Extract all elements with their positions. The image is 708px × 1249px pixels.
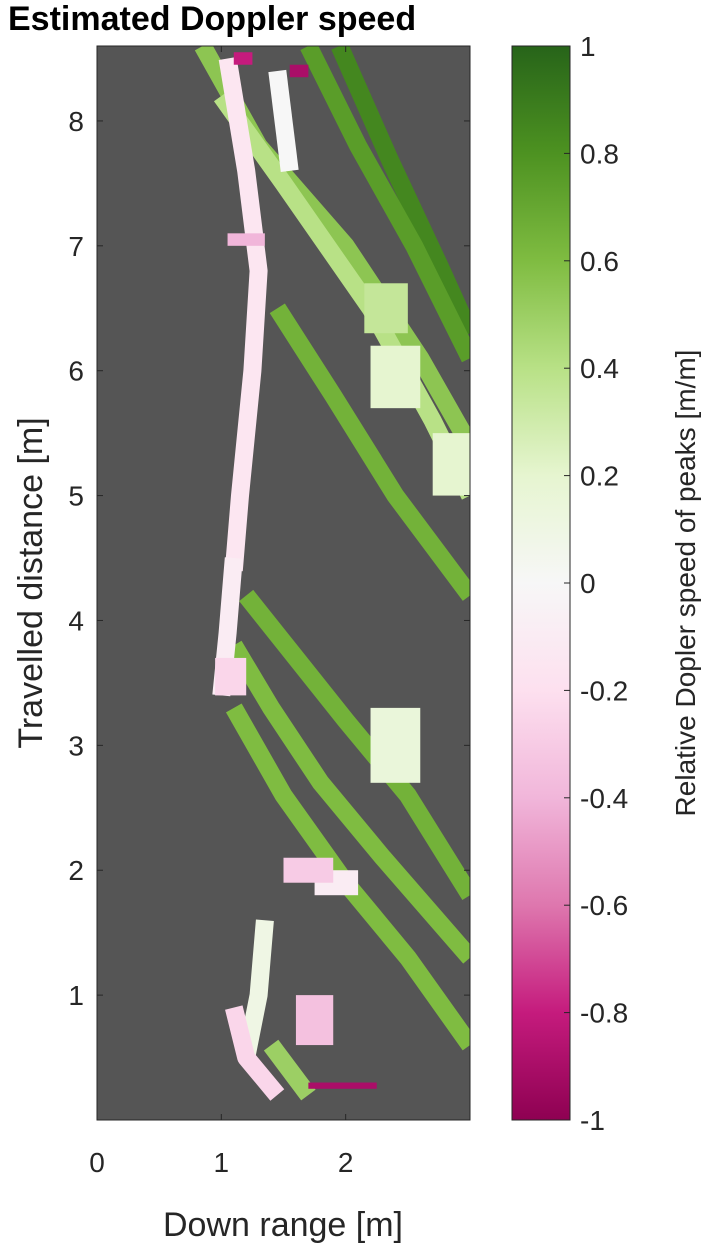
doppler-track-13 xyxy=(263,1039,316,1101)
y-axis: 1 2 3 4 5 6 7 8 xyxy=(68,106,470,1011)
doppler-track-8 xyxy=(218,57,268,572)
colorbar-tick-label-1: 0.8 xyxy=(580,138,619,169)
colorbar-tick-label-6: -0.2 xyxy=(580,675,628,706)
doppler-track-11 xyxy=(237,919,274,1060)
doppler-tracks xyxy=(194,46,470,1101)
doppler-patch-5 xyxy=(227,233,265,246)
colorbar-axis: 1 0.8 0.6 0.4 0.2 0 -0.2 -0.4 -0.6 -0.8 -1 xyxy=(564,31,628,1136)
colorbar-tick-label-8: -0.6 xyxy=(580,890,628,921)
y-tick-label-6: 7 xyxy=(68,231,84,262)
y-tick-label-4: 5 xyxy=(68,481,84,512)
colorbar xyxy=(511,45,571,1121)
doppler-track-6 xyxy=(226,640,470,964)
colorbar-tick-label-2: 0.6 xyxy=(580,246,619,277)
colorbar-tick-label-3: 0.4 xyxy=(580,353,619,384)
doppler-track-12 xyxy=(225,1005,285,1101)
colorbar-tick-label-7: -0.4 xyxy=(580,783,628,814)
x-axis-title: Down range [m] xyxy=(163,1206,403,1244)
doppler-patch-7 xyxy=(289,64,309,78)
doppler-patch-6 xyxy=(233,52,253,65)
colorbar-tick-label-9: -0.8 xyxy=(580,998,628,1029)
y-tick-label-7: 8 xyxy=(68,106,84,137)
x-axis: 0 1 2 xyxy=(89,46,353,1178)
y-tick-label-3: 4 xyxy=(68,605,84,636)
doppler-patch-9 xyxy=(283,857,334,883)
doppler-patch-11 xyxy=(364,283,408,334)
y-tick-label-5: 6 xyxy=(68,356,84,387)
doppler-patch-0 xyxy=(370,707,421,783)
colorbar-tick-label-10: -1 xyxy=(580,1105,605,1136)
chart-title: Estimated Doppler speed xyxy=(8,0,416,38)
doppler-patch-10 xyxy=(215,657,247,696)
doppler-track-5 xyxy=(239,589,470,900)
plot-frame xyxy=(96,45,471,1121)
doppler-patch-2 xyxy=(432,433,470,496)
x-tick-label-1: 1 xyxy=(214,1147,230,1178)
x-tick-label-2: 2 xyxy=(338,1147,354,1178)
y-axis-title: Travelled distance [m] xyxy=(12,417,50,748)
doppler-patch-1 xyxy=(370,345,421,409)
colorbar-tick-label-4: 0.2 xyxy=(580,461,619,492)
y-tick-label-1: 2 xyxy=(68,855,84,886)
doppler-track-10 xyxy=(268,69,299,173)
colorbar-tick-label-5: 0 xyxy=(580,568,596,599)
doppler-patch-8 xyxy=(308,1082,377,1089)
doppler-patch-4 xyxy=(295,995,334,1046)
colorbar-label: Relative Dopler speed of peaks [m/m] xyxy=(670,350,701,817)
doppler-patches xyxy=(215,52,470,1089)
doppler-track-1 xyxy=(300,46,470,363)
doppler-track-0 xyxy=(331,46,470,337)
colorbar-tick-label-0: 1 xyxy=(580,31,596,62)
doppler-track-4 xyxy=(269,303,470,601)
x-tick-label-0: 0 xyxy=(89,1147,105,1178)
y-tick-label-0: 1 xyxy=(68,980,84,1011)
y-tick-label-2: 3 xyxy=(68,730,84,761)
